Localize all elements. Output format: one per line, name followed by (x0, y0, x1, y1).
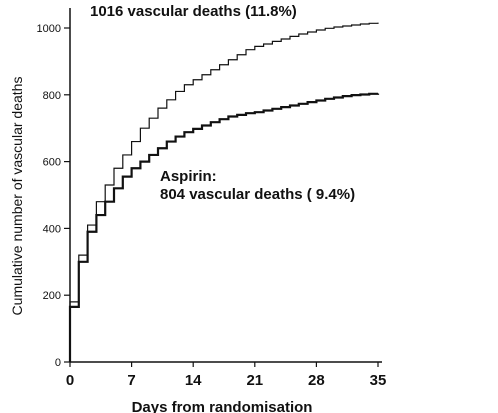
y-tick-label: 400 (43, 223, 61, 235)
series-group (68, 22, 380, 362)
x-tick-label: 0 (66, 372, 74, 389)
y-ticks: 0 200 400 600 800 1000 (37, 23, 70, 369)
x-tick-label: 35 (370, 372, 387, 389)
series-line-control (69, 22, 379, 362)
y-tick-label: 1000 (37, 23, 61, 35)
y-tick-label: 800 (43, 90, 61, 102)
series-line-aspirin (68, 92, 380, 362)
y-axis-title: Cumulative number of vascular deaths (9, 77, 25, 316)
y-tick-label: 600 (43, 157, 61, 169)
x-tick-label: 28 (308, 372, 325, 389)
y-tick-label: 200 (43, 290, 61, 302)
plot-area: 0 200 400 600 800 1000 0 7 14 21 28 35 (37, 8, 387, 389)
x-tick-label: 21 (246, 372, 263, 389)
x-ticks: 0 7 14 21 28 35 (66, 362, 387, 389)
annotation-aspirin-deaths: 804 vascular deaths ( 9.4%) (160, 186, 355, 203)
annotation-aspirin-label: Aspirin: (160, 168, 217, 185)
y-tick-label: 0 (55, 357, 61, 369)
annotation-top-curve: 1016 vascular deaths (11.8%) (90, 3, 297, 20)
x-axis-title: Days from randomisation (132, 399, 313, 413)
x-tick-label: 14 (185, 372, 202, 389)
x-tick-label: 7 (127, 372, 135, 389)
